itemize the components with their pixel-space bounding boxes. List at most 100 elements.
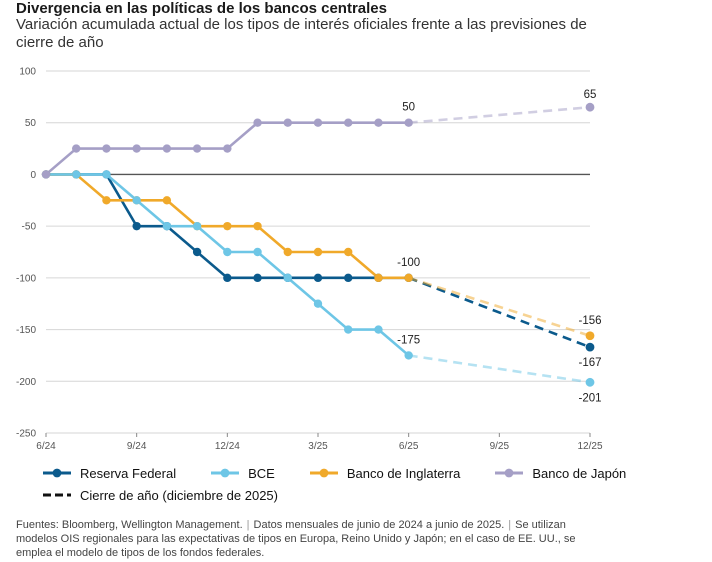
- data-label: -100: [397, 257, 420, 269]
- forecast-line: [408, 105, 591, 125]
- data-label: -175: [397, 334, 420, 346]
- dashed-line-icon: [43, 493, 71, 497]
- y-tick-label: 0: [30, 170, 36, 181]
- x-tick-label: 3/25: [308, 441, 328, 452]
- data-point: [344, 247, 353, 257]
- x-tick-label: 6/25: [399, 441, 419, 452]
- x-axis-ticks: 6/24 9/24 12/24 3/25 6/25 9/25 12/25: [36, 433, 603, 452]
- legend-series-row: Reserva Federal BCE Banco de Inglaterra Ban…: [42, 462, 682, 484]
- legend-item: Banco de Inglaterra: [309, 466, 460, 481]
- y-tick-label: -250: [16, 429, 36, 440]
- legend-swatch-icon: [309, 468, 338, 478]
- data-point: [162, 196, 172, 205]
- data-label: -156: [578, 315, 601, 327]
- data-point: [223, 273, 232, 283]
- data-point: [313, 247, 323, 257]
- forecast-point: [585, 342, 595, 352]
- footer-sources: Fuentes: Bloomberg, Wellington Managemen…: [16, 519, 243, 531]
- legend-swatch-dot: [52, 468, 62, 478]
- data-point: [253, 221, 262, 231]
- y-tick-label: -150: [16, 325, 36, 336]
- data-point: [253, 118, 262, 127]
- data-label: -201: [578, 392, 601, 404]
- legend-item: Reserva Federal: [42, 466, 176, 481]
- data-point: [253, 247, 262, 257]
- chart-subtitle: Variación acumulada actual de los tipos …: [16, 16, 587, 51]
- legend-forecast-row: Cierre de año (diciembre de 2025): [42, 484, 682, 506]
- y-tick-label: -50: [22, 222, 37, 233]
- data-label: 50: [402, 102, 415, 114]
- data-point: [132, 144, 141, 153]
- data-point: [102, 144, 111, 153]
- line-chart: 100 50 0 -50 -100 -150 -200 -250 6/24 9/24 12/24 3…: [16, 67, 603, 453]
- data-point: [374, 273, 383, 283]
- forecast-line: [408, 276, 591, 349]
- data-point: [344, 118, 353, 127]
- forecast-point: [585, 102, 595, 112]
- legend-swatch-icon: [211, 468, 240, 478]
- footer-note: Se utilizan modelos OIS regionales para …: [16, 519, 576, 559]
- series-line: [46, 173, 410, 357]
- data-point: [132, 221, 141, 231]
- data-point: [223, 144, 232, 153]
- footer-period: Datos mensuales de junio de 2024 a junio…: [253, 519, 505, 531]
- data-point: [313, 118, 323, 127]
- data-point: [283, 118, 292, 127]
- chart-title: Divergencia en las políticas de los banc…: [16, 0, 387, 17]
- x-tick-label: 9/24: [127, 441, 147, 452]
- data-point: [162, 221, 172, 231]
- data-point: [313, 273, 323, 283]
- x-tick-label: 9/25: [490, 441, 510, 452]
- y-tick-label: 100: [19, 67, 36, 78]
- legend-item: BCE: [210, 466, 275, 481]
- legend-item-forecast: Cierre de año (diciembre de 2025): [42, 488, 278, 503]
- x-tick-label: 6/24: [36, 441, 56, 452]
- x-tick-label: 12/25: [577, 441, 602, 452]
- y-tick-label: -200: [16, 377, 36, 388]
- forecast-line: [408, 276, 591, 338]
- data-point: [253, 273, 262, 283]
- legend-swatch-dot: [220, 468, 230, 478]
- data-point: [374, 118, 383, 127]
- data-point: [41, 170, 51, 179]
- data-point: [192, 221, 202, 231]
- data-point: [162, 144, 172, 153]
- series-points: [41, 102, 595, 387]
- forecast-point: [585, 377, 595, 387]
- data-point: [404, 273, 413, 283]
- legend-label: Banco de Japón: [532, 465, 627, 481]
- data-point: [102, 196, 111, 205]
- legend-label: Reserva Federal: [80, 465, 177, 481]
- data-point: [192, 247, 202, 257]
- legend: Reserva Federal BCE Banco de Inglaterra Ban…: [42, 462, 682, 506]
- data-point: [344, 273, 353, 283]
- forecast-point: [585, 331, 595, 341]
- legend-label: Banco de Inglaterra: [346, 465, 461, 481]
- legend-swatch-icon: [43, 468, 71, 478]
- legend-label: BCE: [248, 465, 275, 481]
- data-point: [72, 170, 81, 179]
- data-point: [404, 118, 413, 127]
- x-tick-label: 12/24: [215, 441, 240, 452]
- data-point: [283, 273, 292, 283]
- data-point: [344, 325, 353, 334]
- data-point: [72, 144, 81, 153]
- legend-swatch-dot: [504, 468, 514, 478]
- forecast-line: [408, 354, 591, 384]
- data-point: [223, 247, 232, 257]
- data-point: [313, 299, 323, 308]
- legend-forecast-label: Cierre de año (diciembre de 2025): [80, 487, 278, 503]
- data-point: [192, 144, 202, 153]
- forecast-lines: [408, 105, 591, 384]
- y-tick-label: 50: [25, 118, 37, 129]
- y-axis-ticks: 100 50 0 -50 -100 -150 -200 -250: [16, 67, 36, 440]
- y-tick-label: -100: [16, 273, 36, 284]
- data-point: [223, 221, 232, 231]
- data-point: [404, 351, 413, 360]
- legend-item: Banco de Japón: [494, 466, 626, 481]
- legend-swatch-dot: [319, 468, 329, 478]
- data-labels: 50 65 -100 -175 -156 -167 -201: [397, 89, 601, 404]
- series-lines: [45, 121, 410, 357]
- data-point: [132, 196, 141, 205]
- data-point: [374, 325, 383, 334]
